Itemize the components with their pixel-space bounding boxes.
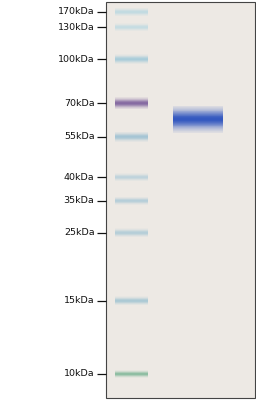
- Text: 15kDa: 15kDa: [64, 296, 94, 305]
- Bar: [174, 119, 223, 120]
- Text: 170kDa: 170kDa: [58, 8, 94, 16]
- Bar: [174, 106, 223, 107]
- Bar: [174, 123, 223, 124]
- Text: 25kDa: 25kDa: [64, 228, 94, 237]
- Bar: [174, 124, 223, 125]
- Bar: [174, 128, 223, 129]
- Bar: [174, 121, 223, 122]
- Bar: [174, 116, 223, 117]
- Text: 130kDa: 130kDa: [58, 23, 94, 32]
- Bar: [174, 131, 223, 132]
- Bar: [174, 107, 223, 108]
- Bar: [106, 2, 255, 398]
- Text: 10kDa: 10kDa: [64, 370, 94, 378]
- Bar: [174, 108, 223, 109]
- Bar: [174, 117, 223, 118]
- Bar: [174, 111, 223, 112]
- Bar: [174, 129, 223, 130]
- Bar: [174, 118, 223, 119]
- Text: 55kDa: 55kDa: [64, 132, 94, 141]
- Bar: [174, 132, 223, 133]
- Bar: [174, 120, 223, 121]
- Bar: [174, 127, 223, 128]
- Bar: [174, 115, 223, 116]
- Bar: [174, 109, 223, 110]
- Bar: [174, 126, 223, 127]
- Text: 35kDa: 35kDa: [64, 196, 94, 205]
- Bar: [174, 114, 223, 115]
- Bar: [174, 122, 223, 123]
- Text: 100kDa: 100kDa: [58, 55, 94, 64]
- Text: 40kDa: 40kDa: [64, 173, 94, 182]
- Bar: [174, 130, 223, 131]
- Bar: [174, 125, 223, 126]
- Bar: [174, 110, 223, 111]
- Text: 70kDa: 70kDa: [64, 99, 94, 108]
- Bar: [174, 113, 223, 114]
- Bar: [174, 112, 223, 113]
